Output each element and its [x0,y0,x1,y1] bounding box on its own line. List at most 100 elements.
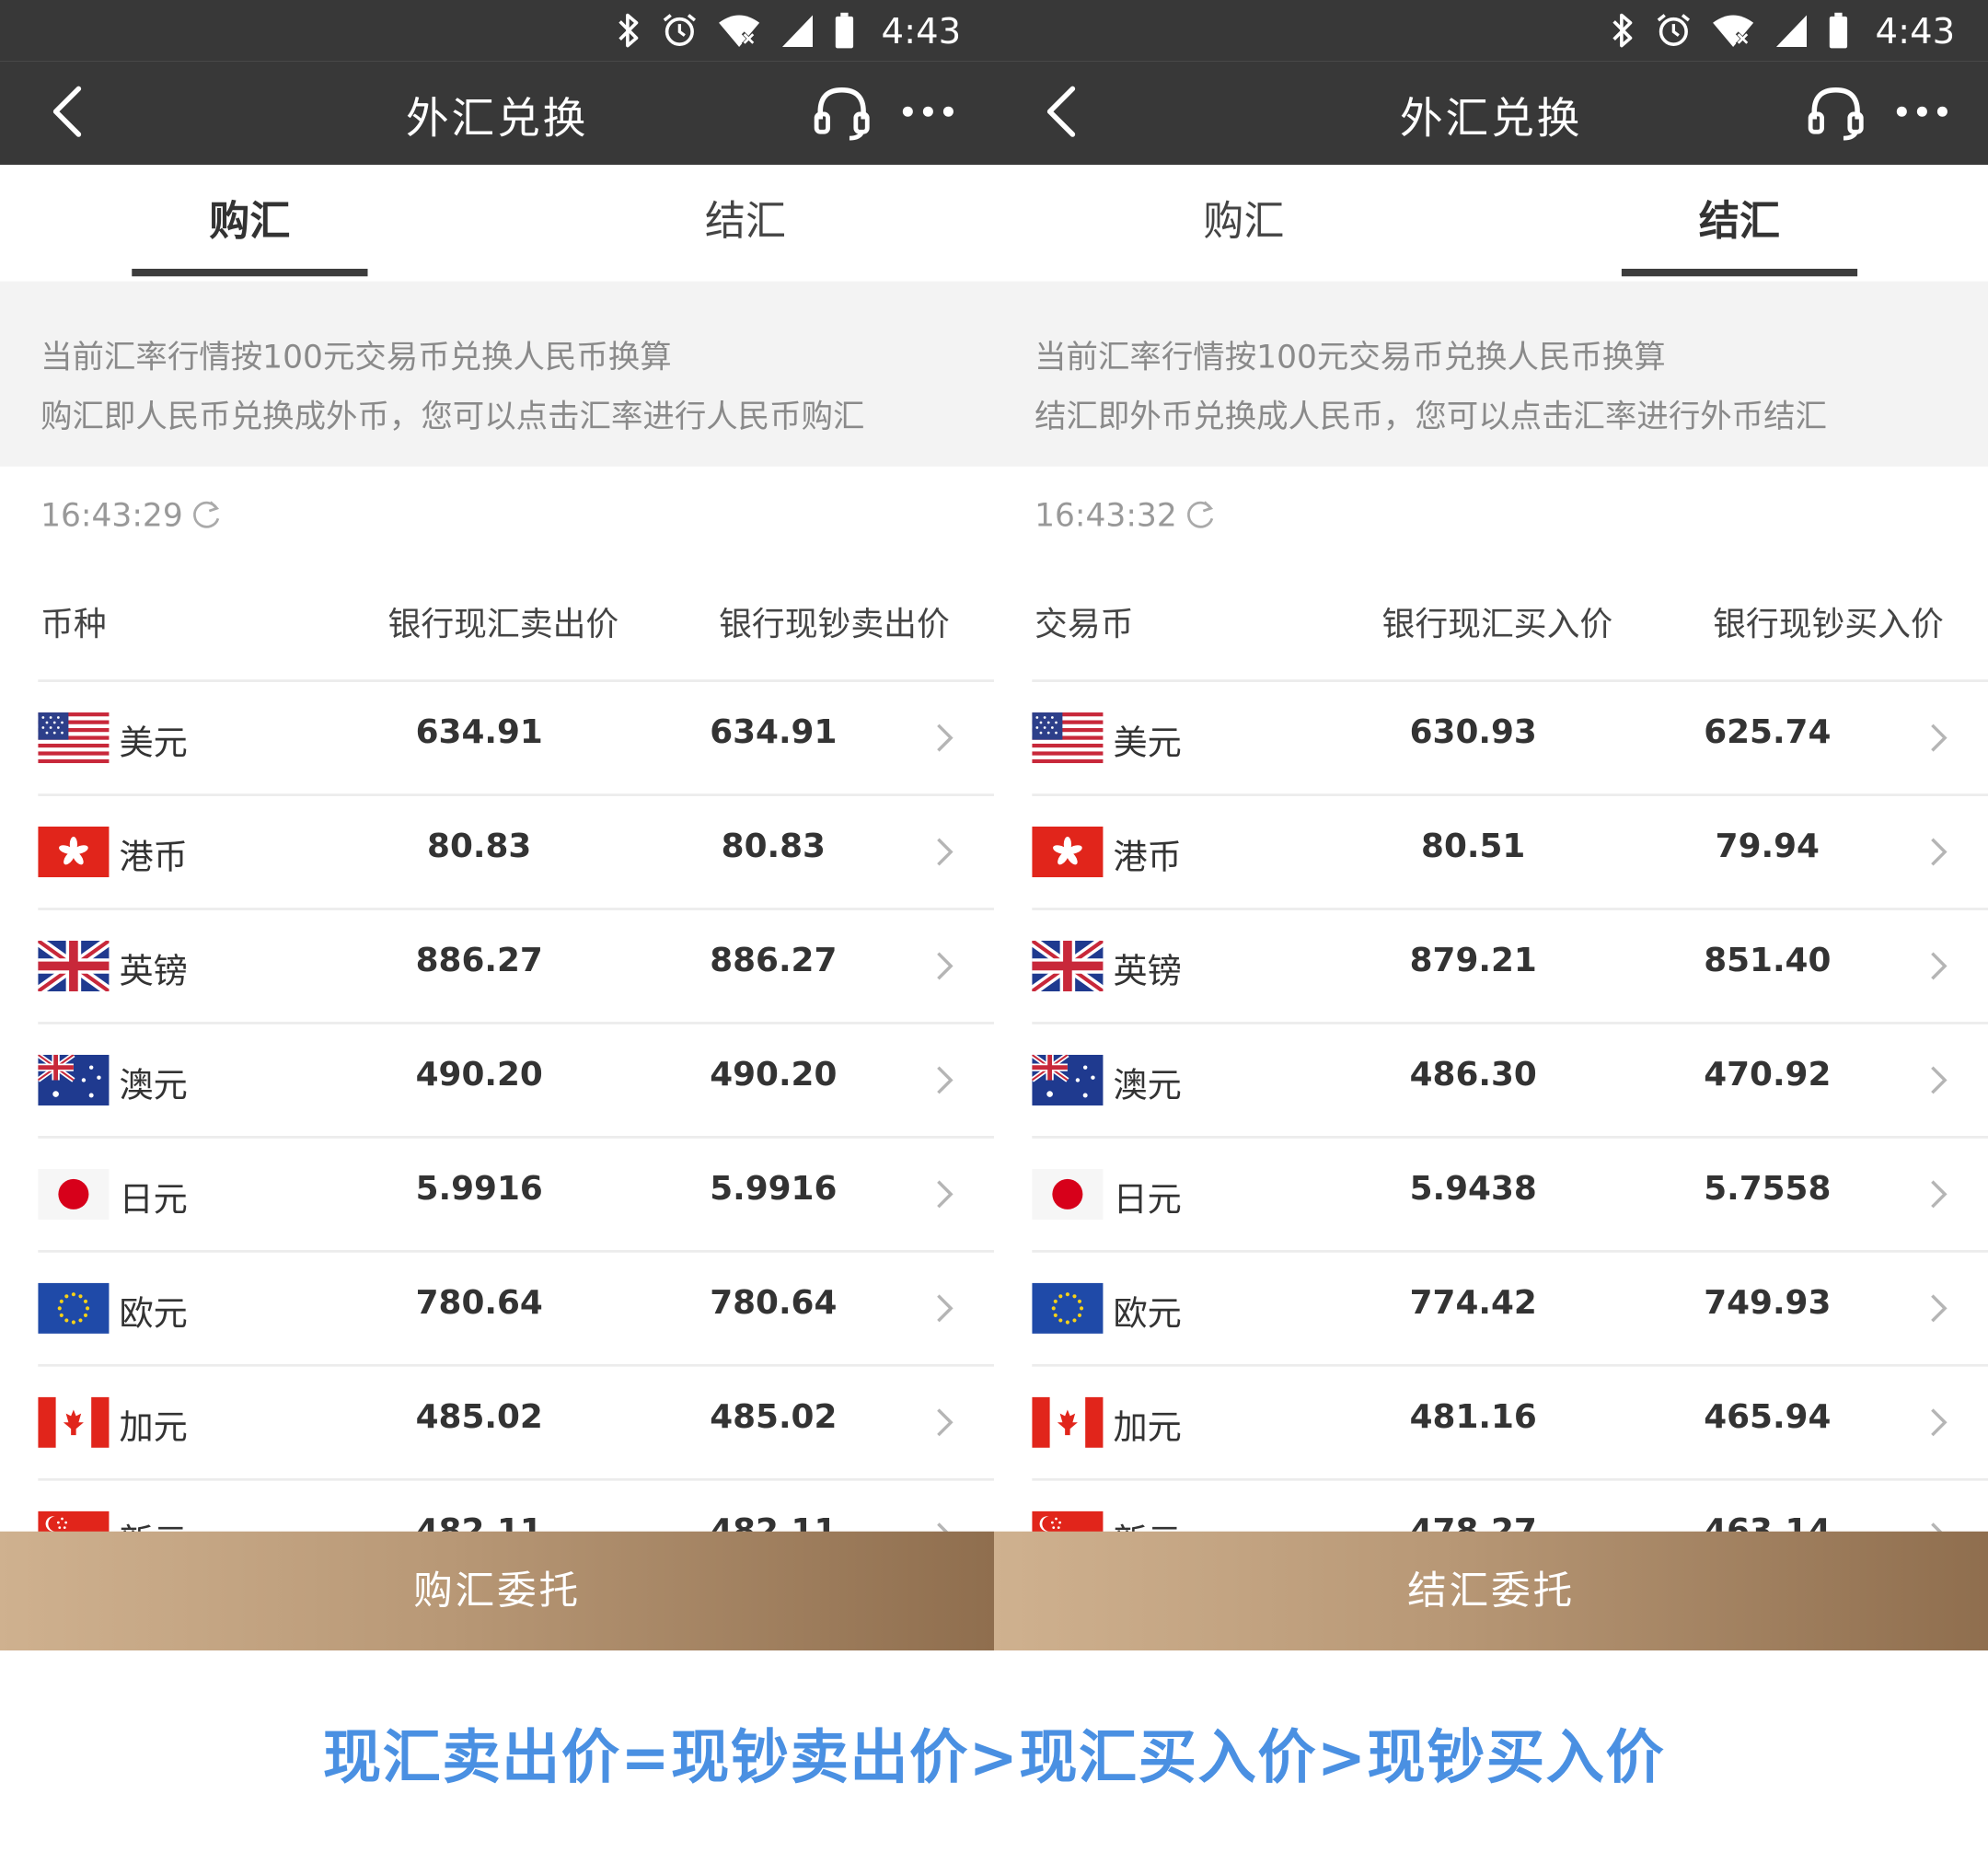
cash-rate: 780.64 [710,1284,838,1323]
hk-flag-icon [38,826,110,878]
cash-rate: 485.02 [710,1398,838,1437]
currency-name: 澳元 [119,1066,188,1105]
bluetooth-icon [618,13,639,48]
battery-icon [1829,12,1848,49]
chevron-right-icon[interactable] [1924,1405,1952,1441]
update-time: 16:43:29 [40,496,183,534]
chevron-right-icon[interactable] [1924,1291,1952,1326]
rate-row[interactable]: 加元 485.02 485.02 [38,1363,994,1481]
info-notice: 当前汇率行情按100元交易币兑换人民币换算 购汇即人民币兑换成外币，您可以点击汇… [0,281,994,467]
cash-rate: 5.9916 [710,1170,838,1209]
notice-line: 当前汇率行情按100元交易币兑换人民币换算 [1034,338,1666,376]
status-bar: 4:43 [0,0,994,62]
refresh-row[interactable]: 16:43:32 [1034,492,1218,538]
buy-forex-screen: 4:43 外汇兑换 购汇 结汇 当前汇率行情按100元交易币兑换人民币换算 购汇… [0,0,994,1651]
ca-flag-icon [1032,1396,1104,1448]
signal-icon [1776,15,1808,47]
tab-bar: 购汇 结汇 [0,165,994,284]
wifi-off-icon [1713,15,1754,47]
currency-name: 加元 [1113,1408,1182,1448]
chevron-right-icon[interactable] [1924,948,1952,984]
spot-rate: 886.27 [415,942,543,980]
rate-row[interactable]: 美元 634.91 634.91 [38,679,994,796]
notice-line: 当前汇率行情按100元交易币兑换人民币换算 [40,338,672,376]
spot-rate: 80.83 [427,828,532,866]
rate-row[interactable]: 欧元 780.64 780.64 [38,1249,994,1367]
currency-name: 欧元 [1113,1294,1182,1334]
rate-row[interactable]: 英镑 886.27 886.27 [35,908,994,1024]
chevron-right-icon[interactable] [930,720,958,756]
chevron-right-icon[interactable] [930,1062,958,1098]
tab-buy-forex[interactable]: 购汇 [1203,196,1285,245]
status-bar: 4:43 [993,0,1988,62]
more-options-icon[interactable] [1891,91,1952,132]
us-flag-icon [38,712,110,764]
notice-line: 购汇即人民币兑换成外币，您可以点击汇率进行人民币购汇 [40,398,865,435]
cash-rate: 5.7558 [1704,1170,1832,1209]
refresh-icon[interactable] [191,498,224,531]
cash-rate: 470.92 [1704,1056,1832,1094]
rate-row[interactable]: 港币 80.83 80.83 [38,793,994,910]
cash-rate: 625.74 [1704,713,1832,752]
chevron-right-icon[interactable] [930,834,958,870]
signal-icon [782,15,814,47]
sell-forex-screen: 4:43 外汇兑换 购汇 结汇 当前汇率行情按100元交易币兑换人民币换算 结汇… [993,0,1988,1651]
notice-line: 结汇即外币兑换成人民币，您可以点击汇率进行外币结汇 [1034,398,1828,435]
info-notice: 当前汇率行情按100元交易币兑换人民币换算 结汇即外币兑换成人民币，您可以点击汇… [993,281,1988,467]
more-options-icon[interactable] [897,91,958,132]
order-button[interactable]: 结汇委托 [993,1531,1988,1651]
rate-row[interactable]: 加元 481.16 465.94 [1032,1363,1988,1481]
nav-bar: 外汇兑换 [0,61,994,166]
chevron-right-icon[interactable] [1924,720,1952,756]
currency-name: 英镑 [1113,952,1182,992]
chevron-right-icon[interactable] [930,1176,958,1212]
cash-rate: 634.91 [710,713,838,752]
uk-flag-icon [35,936,112,996]
currency-name: 日元 [119,1180,188,1220]
back-arrow-icon[interactable] [1037,84,1088,140]
currency-name: 英镑 [119,952,188,992]
battery-icon [835,12,854,49]
spot-rate: 5.9438 [1409,1170,1537,1209]
chevron-right-icon[interactable] [1924,834,1952,870]
rate-table-header: 币种 银行现汇卖出价 银行现钞卖出价 [0,584,994,660]
back-arrow-icon[interactable] [43,84,94,140]
chevron-right-icon[interactable] [1924,1176,1952,1212]
status-time: 4:43 [1875,9,1956,52]
rate-table-header: 交易币 银行现汇买入价 银行现钞买入价 [994,584,1988,660]
rate-row[interactable]: 澳元 490.20 490.20 [36,1022,994,1139]
currency-name: 加元 [119,1408,188,1448]
column-header-cash: 银行现钞卖出价 [719,606,950,644]
chevron-right-icon[interactable] [1924,1062,1952,1098]
tab-buy-forex[interactable]: 购汇 [130,165,371,279]
customer-service-icon[interactable] [812,81,873,142]
spot-rate: 481.16 [1409,1398,1537,1437]
chevron-right-icon[interactable] [930,1291,958,1326]
rate-row[interactable]: 欧元 774.42 749.93 [1032,1249,1988,1367]
rate-row[interactable]: 日元 5.9916 5.9916 [38,1136,994,1253]
uk-flag-icon [1029,936,1106,996]
bluetooth-icon [1612,13,1633,48]
rate-row[interactable]: 英镑 879.21 851.40 [1029,908,1988,1024]
chevron-right-icon[interactable] [930,1405,958,1441]
rate-row[interactable]: 澳元 486.30 470.92 [1030,1022,1988,1139]
chevron-right-icon[interactable] [930,948,958,984]
cash-rate: 490.20 [710,1056,838,1094]
refresh-icon[interactable] [1185,498,1218,531]
order-button[interactable]: 购汇委托 [0,1531,994,1651]
refresh-row[interactable]: 16:43:29 [40,492,224,538]
customer-service-icon[interactable] [1806,81,1867,142]
column-header-cash: 银行现钞买入价 [1713,606,1944,644]
jp-flag-icon [1032,1168,1104,1220]
tab-sell-forex[interactable]: 结汇 [1619,165,1860,279]
rate-row[interactable]: 美元 630.93 625.74 [1032,679,1988,796]
spot-rate: 5.9916 [415,1170,543,1209]
status-time: 4:43 [881,9,962,52]
rate-row[interactable]: 港币 80.51 79.94 [1032,793,1988,910]
tab-sell-forex[interactable]: 结汇 [704,196,787,245]
eu-flag-icon [1032,1282,1104,1334]
cash-rate: 886.27 [710,942,838,980]
currency-name: 港币 [1113,838,1182,878]
nav-bar: 外汇兑换 [993,61,1988,166]
rate-row[interactable]: 日元 5.9438 5.7558 [1032,1136,1988,1253]
